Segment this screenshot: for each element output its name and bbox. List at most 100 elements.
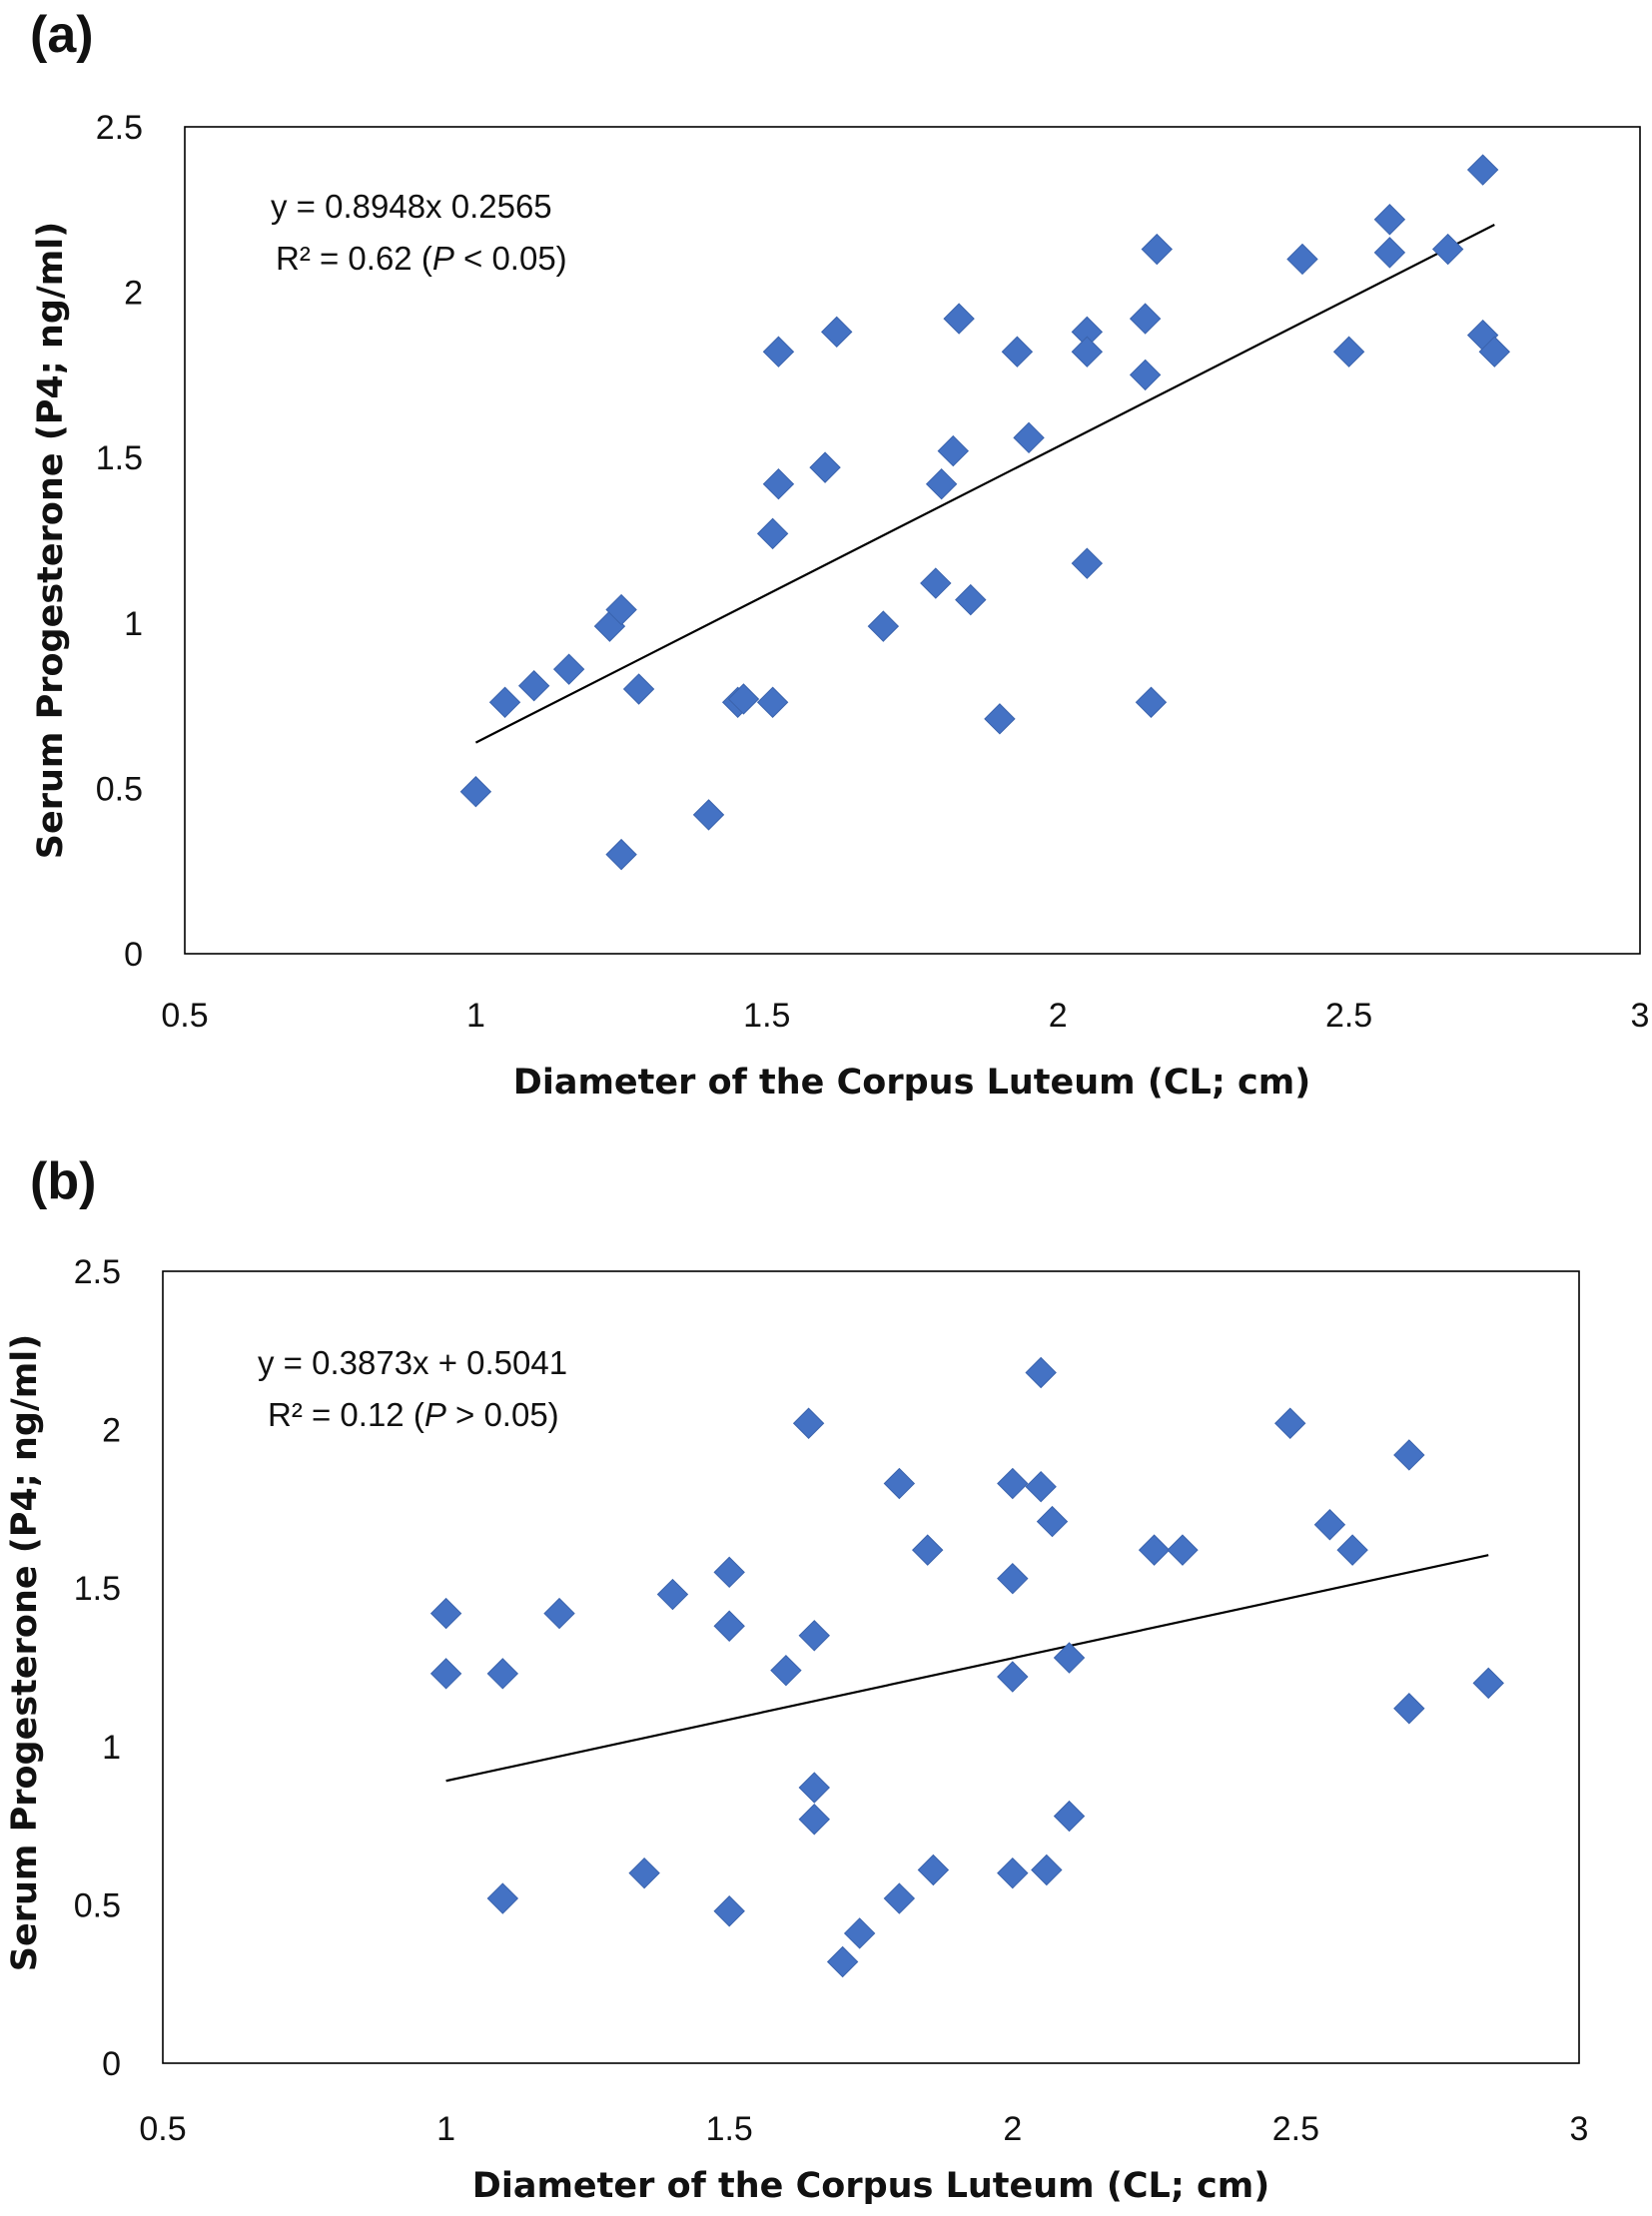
data-point xyxy=(1036,1505,1069,1538)
y-axis-title: Serum Progesterone (P4; ng/ml) xyxy=(31,222,71,859)
data-point xyxy=(1478,336,1511,368)
data-point xyxy=(883,1882,916,1914)
y-tick-label: 1.5 xyxy=(74,1570,121,1608)
data-point xyxy=(459,776,492,808)
data-point xyxy=(1393,1439,1425,1471)
x-tick-label: 1 xyxy=(436,2110,455,2148)
x-axis-title: Diameter of the Corpus Luteum (CL; cm) xyxy=(472,2166,1269,2206)
data-point xyxy=(798,1804,830,1836)
data-point xyxy=(843,1917,876,1949)
x-tick-label: 1.5 xyxy=(706,2110,753,2148)
data-point xyxy=(997,1661,1029,1693)
data-point xyxy=(920,567,952,599)
data-point xyxy=(1013,421,1045,454)
data-point xyxy=(486,1658,519,1690)
data-point xyxy=(1053,1642,1086,1674)
data-point xyxy=(762,467,795,500)
x-tick-label: 1.5 xyxy=(743,997,790,1035)
data-point xyxy=(912,1534,944,1566)
data-point xyxy=(792,1407,825,1439)
data-point xyxy=(1138,1534,1171,1566)
data-point xyxy=(517,670,550,702)
data-point xyxy=(713,1556,745,1589)
data-point xyxy=(917,1853,950,1886)
data-point xyxy=(809,451,841,483)
x-tick-label: 0.5 xyxy=(139,2110,186,2148)
x-tick-label: 0.5 xyxy=(161,997,208,1035)
data-point xyxy=(798,1772,830,1804)
data-point xyxy=(1071,547,1104,579)
trendline xyxy=(474,223,1495,744)
trendline xyxy=(445,1554,1489,1783)
y-tick-label: 2 xyxy=(102,1412,121,1450)
scatter-chart: (a) 0.5 1 1.5 2 2.5 3 0 0.5 1 1.5 2 2.5 Diameter of t… xyxy=(30,6,1650,1103)
data-point xyxy=(713,1610,745,1642)
r-squared-value: R² = 0.62 ( xyxy=(276,240,432,277)
r-squared-value: R² = 0.12 ( xyxy=(268,1396,424,1433)
data-point xyxy=(1031,1853,1063,1886)
x-tick-label: 2 xyxy=(1003,2110,1022,2148)
data-point xyxy=(1373,204,1406,236)
data-point xyxy=(1313,1509,1346,1541)
data-point xyxy=(1001,336,1034,368)
data-point xyxy=(1431,233,1464,266)
x-tick-label: 2 xyxy=(1049,997,1068,1035)
data-point xyxy=(1025,1356,1057,1389)
data-point xyxy=(1129,359,1162,391)
data-point xyxy=(1373,237,1406,269)
data-point xyxy=(543,1597,575,1630)
panel-label: (b) xyxy=(30,1152,96,1210)
chart-panel-b: (b) 0.5 1 1.5 2 2.5 3 0 0.5 1 1.5 2 2.5 Diameter of t… xyxy=(0,1148,1652,2216)
data-point xyxy=(798,1620,830,1652)
data-point xyxy=(1025,1470,1057,1503)
data-point xyxy=(756,686,789,718)
plot-area-frame xyxy=(184,126,1641,955)
data-point xyxy=(821,316,853,349)
data-point xyxy=(770,1654,802,1687)
data-point xyxy=(1274,1407,1306,1439)
data-point xyxy=(1286,243,1318,276)
data-point xyxy=(1336,1534,1368,1566)
data-point xyxy=(486,1882,519,1914)
data-point xyxy=(943,303,975,335)
data-point xyxy=(762,336,795,368)
p-value-threshold: > 0.05) xyxy=(446,1396,559,1433)
data-point xyxy=(727,683,760,715)
data-point xyxy=(925,467,958,500)
r-squared-label: R² = 0.12 (P > 0.05) xyxy=(268,1396,559,1433)
data-point xyxy=(955,583,987,616)
x-tick-label: 2.5 xyxy=(1325,997,1372,1035)
y-tick-label: 2.5 xyxy=(96,109,143,147)
y-tick-label: 1.5 xyxy=(96,439,143,477)
r-squared-label: R² = 0.62 (P < 0.05) xyxy=(276,240,567,277)
data-point xyxy=(1466,154,1499,186)
p-value-letter: P xyxy=(432,240,454,277)
y-tick-label: 0.5 xyxy=(96,770,143,808)
panel-label: (a) xyxy=(30,6,94,64)
x-tick-label: 2.5 xyxy=(1272,2110,1319,2148)
data-point xyxy=(1135,686,1168,718)
y-axis-title: Serum Progesterone (P4; ng/ml) xyxy=(5,1334,45,1971)
data-point xyxy=(883,1467,916,1500)
data-point xyxy=(429,1658,462,1690)
data-point xyxy=(867,610,900,642)
plot-area-frame xyxy=(162,1270,1580,2064)
data-point xyxy=(429,1597,462,1630)
data-point xyxy=(552,653,585,685)
data-point xyxy=(1141,233,1173,266)
data-point xyxy=(997,1856,1029,1889)
x-tick-label: 3 xyxy=(1570,2110,1589,2148)
data-point xyxy=(826,1945,859,1978)
regression-equation: y = 0.3873x + 0.5041 xyxy=(258,1344,567,1381)
y-tick-label: 2 xyxy=(124,275,143,313)
data-point xyxy=(756,517,789,550)
data-point xyxy=(622,673,655,705)
data-point xyxy=(605,838,637,871)
data-point xyxy=(656,1578,689,1611)
x-tick-label: 3 xyxy=(1631,997,1650,1035)
data-point xyxy=(1129,303,1162,335)
data-point xyxy=(984,703,1016,735)
data-point xyxy=(1332,336,1365,368)
data-point xyxy=(1071,336,1104,368)
